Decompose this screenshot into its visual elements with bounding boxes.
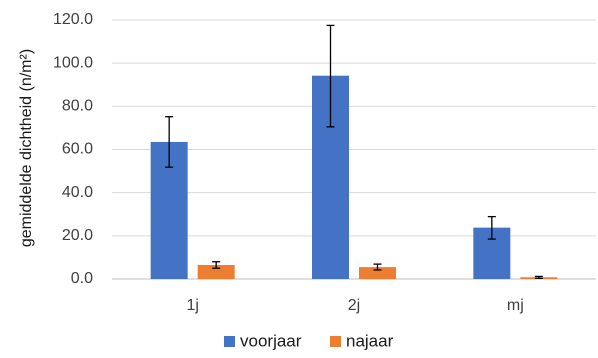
error-bar-voorjaar-2j bbox=[326, 24, 335, 128]
error-bar-voorjaar-mj bbox=[487, 215, 496, 240]
legend-label-voorjaar: voorjaar bbox=[240, 331, 302, 350]
error-bar-najaar-mj bbox=[534, 275, 543, 280]
x-tick-label: 1j bbox=[186, 297, 198, 314]
y-tick-label: 80.0 bbox=[62, 98, 93, 115]
bar-najaar-2j bbox=[359, 267, 396, 279]
legend: voorjaar najaar bbox=[224, 331, 394, 350]
y-tick-label: 40.0 bbox=[62, 184, 93, 201]
y-tick-label: 120.0 bbox=[53, 11, 93, 28]
y-tick-label: 0.0 bbox=[71, 270, 93, 287]
y-tick-label: 100.0 bbox=[53, 54, 93, 71]
y-tick-label: 20.0 bbox=[62, 227, 93, 244]
error-bars bbox=[165, 24, 543, 280]
bar-najaar-1j bbox=[197, 264, 235, 279]
legend-swatch-najaar bbox=[330, 336, 341, 347]
legend-swatch-voorjaar bbox=[224, 336, 235, 347]
y-tick-label: 60.0 bbox=[62, 141, 93, 158]
x-tick-label: mj bbox=[507, 297, 524, 314]
error-bar-voorjaar-1j bbox=[165, 116, 174, 168]
x-axis-tick-labels: 1j 2j mj bbox=[186, 297, 523, 314]
legend-label-najaar: najaar bbox=[346, 331, 394, 350]
x-tick-label: 2j bbox=[348, 297, 360, 314]
y-axis-tick-labels: 0.0 20.0 40.0 60.0 80.0 100.0 120.0 bbox=[53, 11, 93, 287]
error-bar-najaar-2j bbox=[373, 263, 382, 271]
y-axis-title: gemiddelde dichtheid (n/m²) bbox=[18, 49, 35, 247]
gridlines bbox=[112, 19, 596, 280]
error-bar-najaar-1j bbox=[212, 261, 221, 269]
